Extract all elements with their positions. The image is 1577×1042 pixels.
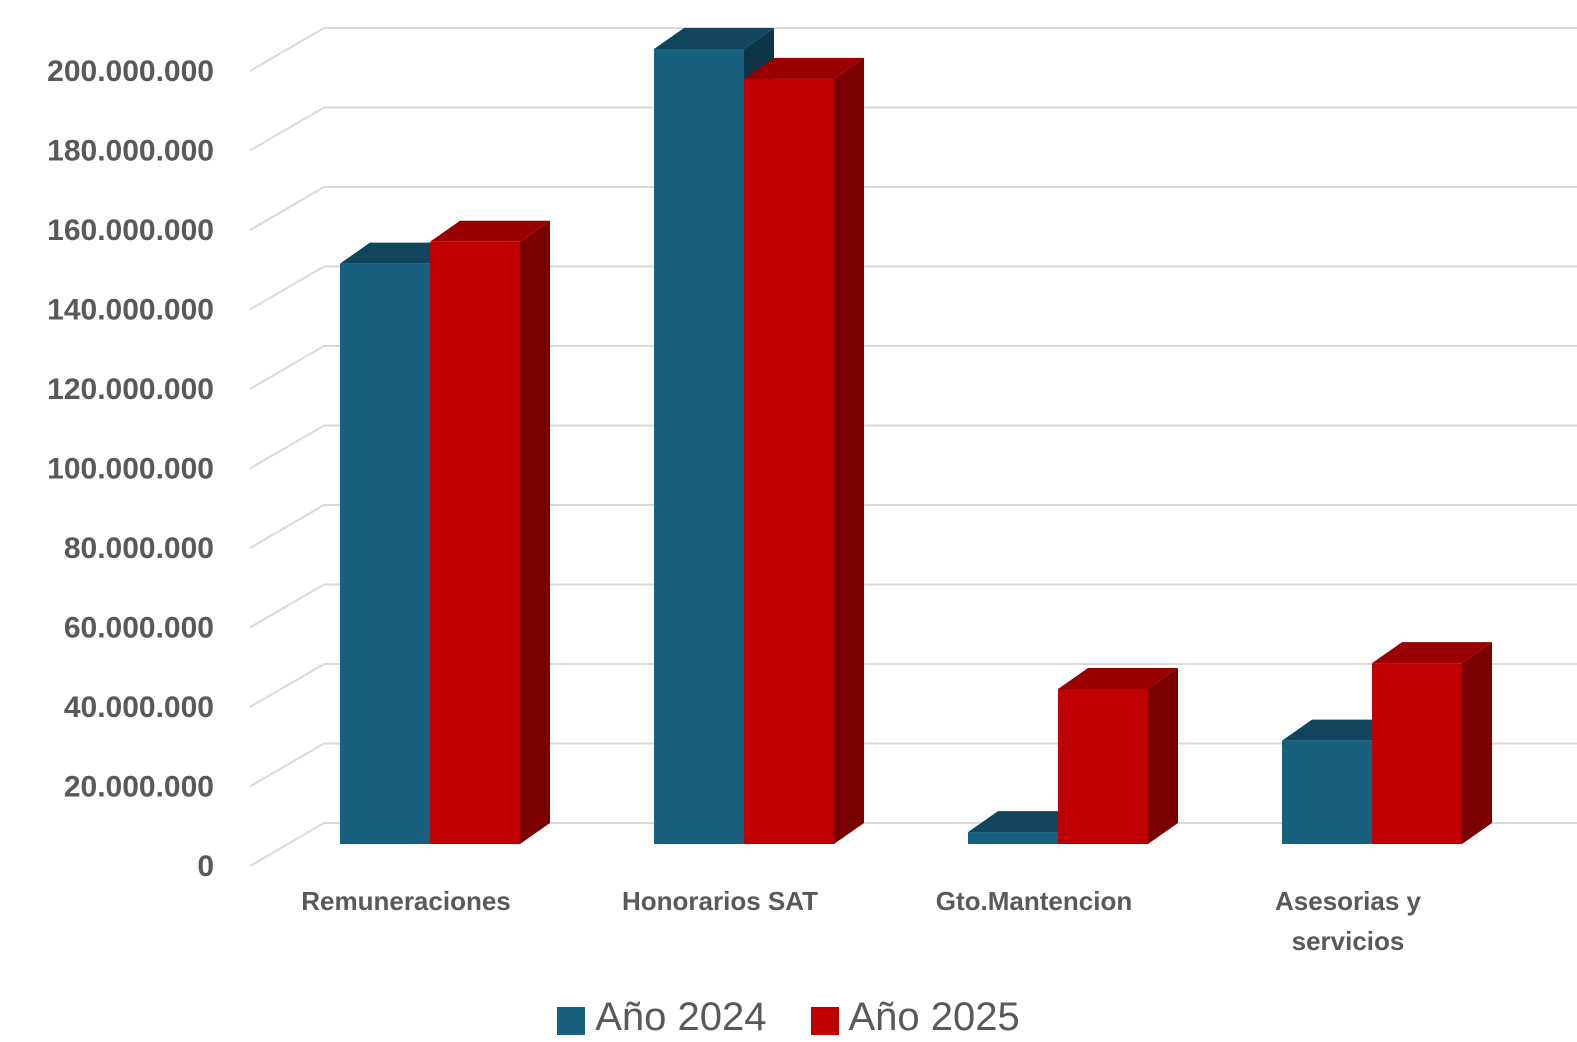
bar-top — [430, 220, 550, 242]
bar-2025-4 — [1372, 642, 1492, 844]
gridline-depth — [249, 27, 325, 72]
bar-side — [1148, 667, 1178, 844]
bar-front — [968, 832, 1058, 844]
legend-label-2025: Año 2025 — [848, 994, 1020, 1039]
legend-item-2025: Año 2025 — [810, 994, 1020, 1040]
legend: Año 2024 Año 2025 — [0, 992, 1577, 1042]
x-category-label: Honorarios SAT — [622, 886, 818, 916]
y-tick-label: 120.000.000 — [47, 373, 214, 406]
bar-front — [340, 263, 430, 844]
bars — [340, 28, 1492, 845]
y-tick-label: 160.000.000 — [47, 214, 214, 247]
bar-top — [1372, 642, 1492, 664]
y-tick-label: 0 — [197, 850, 214, 883]
y-tick-label: 180.000.000 — [47, 135, 214, 168]
bar-top — [744, 57, 864, 79]
bar-front — [430, 241, 520, 845]
gridline-depth — [249, 106, 325, 152]
legend-item-2024: Año 2024 — [557, 994, 767, 1040]
bar-2025-2 — [744, 57, 864, 844]
x-category-label: servicios — [1292, 926, 1405, 956]
gridline-depth — [249, 663, 325, 708]
gridline-depth — [249, 504, 325, 549]
gridline-depth — [249, 345, 325, 390]
legend-label-2024: Año 2024 — [595, 994, 767, 1039]
y-axis-tick-labels: 0 20.000.000 40.000.000 60.000.000 80.000.00… — [47, 55, 214, 883]
bar-front — [654, 49, 744, 844]
bar-side — [520, 220, 550, 845]
x-category-label: Gto.Mantencion — [936, 886, 1132, 916]
bar-side — [834, 57, 864, 844]
bar-side — [1462, 642, 1492, 844]
bar-top — [654, 28, 774, 49]
gridline-depth — [249, 742, 325, 788]
bar-front — [1372, 663, 1462, 844]
bar-2025-1 — [430, 220, 550, 845]
gridline-depth — [249, 583, 325, 629]
y-tick-label: 60.000.000 — [64, 612, 214, 645]
x-category-label: Remuneraciones — [301, 886, 511, 916]
y-tick-label: 140.000.000 — [47, 294, 214, 327]
legend-swatch-2025 — [810, 1007, 839, 1035]
x-axis-category-labels: Remuneraciones Honorarios SAT Gto.Mantenci… — [301, 886, 1421, 956]
y-tick-label: 20.000.000 — [64, 771, 214, 804]
y-tick-label: 80.000.000 — [64, 532, 214, 565]
y-tick-label: 40.000.000 — [64, 691, 214, 724]
gridline-depth — [249, 822, 325, 867]
bar-front — [1058, 688, 1148, 844]
y-tick-label: 200.000.000 — [47, 55, 214, 88]
bar-2025-3 — [1058, 667, 1178, 844]
bar-front — [744, 78, 834, 844]
gridline-depth — [249, 265, 325, 311]
bar-chart: 0 20.000.000 40.000.000 60.000.000 80.000.00… — [47, 27, 1577, 956]
x-category-label: Asesorias y — [1275, 886, 1422, 916]
legend-swatch-2024 — [557, 1007, 586, 1035]
gridline-depth — [249, 186, 325, 231]
gridline-depth — [249, 424, 325, 470]
bar-front — [1282, 740, 1372, 844]
bar-top — [1058, 667, 1178, 689]
y-tick-label: 100.000.000 — [47, 453, 214, 486]
